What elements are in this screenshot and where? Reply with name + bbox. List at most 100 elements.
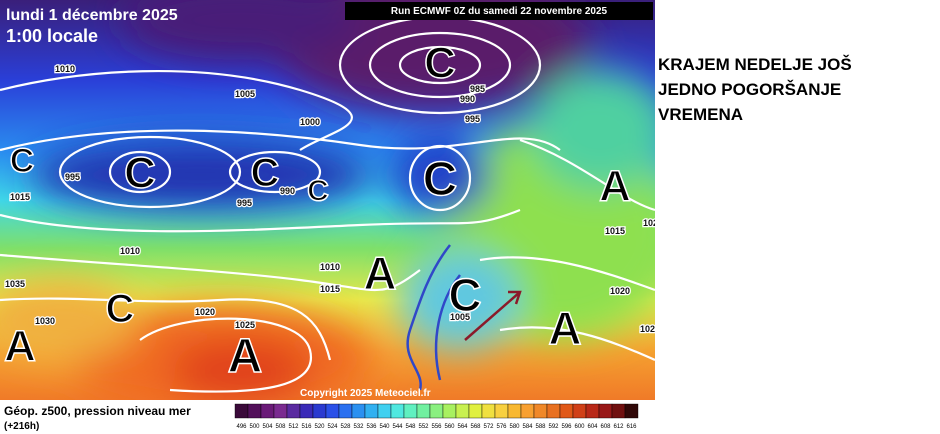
scale-swatch <box>312 403 327 419</box>
scale-swatch <box>507 403 522 419</box>
isobar-label: 1010 <box>120 246 140 256</box>
pressure-system: C <box>106 287 135 331</box>
scale-label: 536 <box>366 424 377 430</box>
scale-label: 496 <box>236 424 247 430</box>
isobar-label: 985 <box>470 84 485 94</box>
pressure-system: C <box>10 142 35 180</box>
pressure-system: C <box>448 269 481 321</box>
isobar-label: 1030 <box>35 316 55 326</box>
isobar-label: 1020 <box>640 324 660 334</box>
scale-label: 572 <box>483 424 494 430</box>
scale-swatch <box>624 403 639 419</box>
map-labels: 1010100510009959909859909959951010101510… <box>4 63 663 336</box>
scale-label: 588 <box>535 424 546 430</box>
scale-swatch <box>247 403 262 419</box>
map-date: lundi 1 décembre 2025 <box>6 7 178 24</box>
headline-line: JEDNO POGORŠANJE <box>658 80 842 99</box>
scale-label: 564 <box>457 424 468 430</box>
scale-label: 556 <box>431 424 442 430</box>
scale-swatch <box>286 403 301 419</box>
scale-label: 600 <box>574 424 585 430</box>
scale-swatch <box>442 403 457 419</box>
scale-swatch <box>299 403 314 419</box>
pressure-system: A <box>548 302 581 354</box>
scale-label: 604 <box>587 424 598 430</box>
scale-swatch <box>260 403 275 419</box>
isobar-label: 1015 <box>320 284 340 294</box>
scale-swatch <box>416 403 431 419</box>
scale-swatch <box>598 403 613 419</box>
scale-label: 612 <box>613 424 624 430</box>
pressure-system: C <box>251 151 280 195</box>
scale-swatch <box>429 403 444 419</box>
isobar-label: 990 <box>280 186 295 196</box>
isobar-label: 1000 <box>300 117 320 127</box>
isobar-label: 1025 <box>235 320 255 330</box>
scale-label: 592 <box>548 424 559 430</box>
scale-label: 596 <box>561 424 572 430</box>
legend-lead: (+216h) <box>4 421 39 432</box>
run-info: Run ECMWF 0Z du samedi 22 novembre 2025 <box>391 6 608 17</box>
isobar-label: 1015 <box>10 192 30 202</box>
scale-swatch <box>338 403 353 419</box>
scale-swatch <box>234 403 249 419</box>
map-field: 1010100510009959909859909959951010101510… <box>0 0 663 400</box>
scale-swatch <box>559 403 574 419</box>
scale-label: 548 <box>405 424 416 430</box>
isobar-label: 1020 <box>195 307 215 317</box>
scale-swatch <box>325 403 340 419</box>
scale-label: 616 <box>626 424 637 430</box>
annotation-lines <box>406 244 522 391</box>
scale-swatch <box>468 403 483 419</box>
isobar-label: 1010 <box>55 64 75 74</box>
scale-swatch <box>364 403 379 419</box>
isobar-label: 1010 <box>320 262 340 272</box>
pressure-system: A <box>363 247 396 299</box>
isobar-label: 995 <box>65 172 80 182</box>
isobar-label: 995 <box>237 198 252 208</box>
scale-label: 532 <box>353 424 364 430</box>
map-time: 1:00 locale <box>6 26 98 46</box>
isobar-label: 1005 <box>450 312 470 322</box>
isobar-label: 1015 <box>605 226 625 236</box>
scale-label: 528 <box>340 424 351 430</box>
scale-swatch <box>390 403 405 419</box>
scale-label: 568 <box>470 424 481 430</box>
scale-label: 520 <box>314 424 325 430</box>
scale-label: 560 <box>444 424 455 430</box>
pressure-system: A <box>4 321 36 370</box>
run-banner <box>345 2 653 20</box>
scale-swatch <box>455 403 470 419</box>
scale-swatch <box>377 403 392 419</box>
scale-swatch <box>585 403 600 419</box>
pressure-system: C <box>307 175 329 208</box>
headline: KRAJEM NEDELJE JOŠ JEDNO POGORŠANJE VREMEN… <box>658 52 928 127</box>
scale-label: 516 <box>301 424 312 430</box>
scale-label: 580 <box>509 424 520 430</box>
scale-swatch <box>520 403 535 419</box>
scale-swatch <box>481 403 496 419</box>
field-blobs <box>0 0 655 400</box>
scale-swatch <box>611 403 626 419</box>
scale-swatch <box>494 403 509 419</box>
isobar-label: 990 <box>460 94 475 104</box>
scale-label: 552 <box>418 424 429 430</box>
pressure-system: C <box>424 38 456 87</box>
scale-swatch <box>572 403 587 419</box>
scale-label: 544 <box>392 424 403 430</box>
isobar-label: 1020 <box>610 286 630 296</box>
copyright: Copyright 2025 Meteociel.fr <box>300 388 431 399</box>
headline-line: VREMENA <box>658 105 744 124</box>
pressure-system: C <box>423 153 458 206</box>
scale-label: 608 <box>600 424 611 430</box>
scale-label: 500 <box>249 424 260 430</box>
scale-label: 576 <box>496 424 507 430</box>
isobar-label: 1020 <box>643 218 663 228</box>
scale-swatch <box>403 403 418 419</box>
scale-swatch <box>533 403 548 419</box>
isobars <box>0 15 655 393</box>
isobar-label: 1035 <box>5 279 25 289</box>
